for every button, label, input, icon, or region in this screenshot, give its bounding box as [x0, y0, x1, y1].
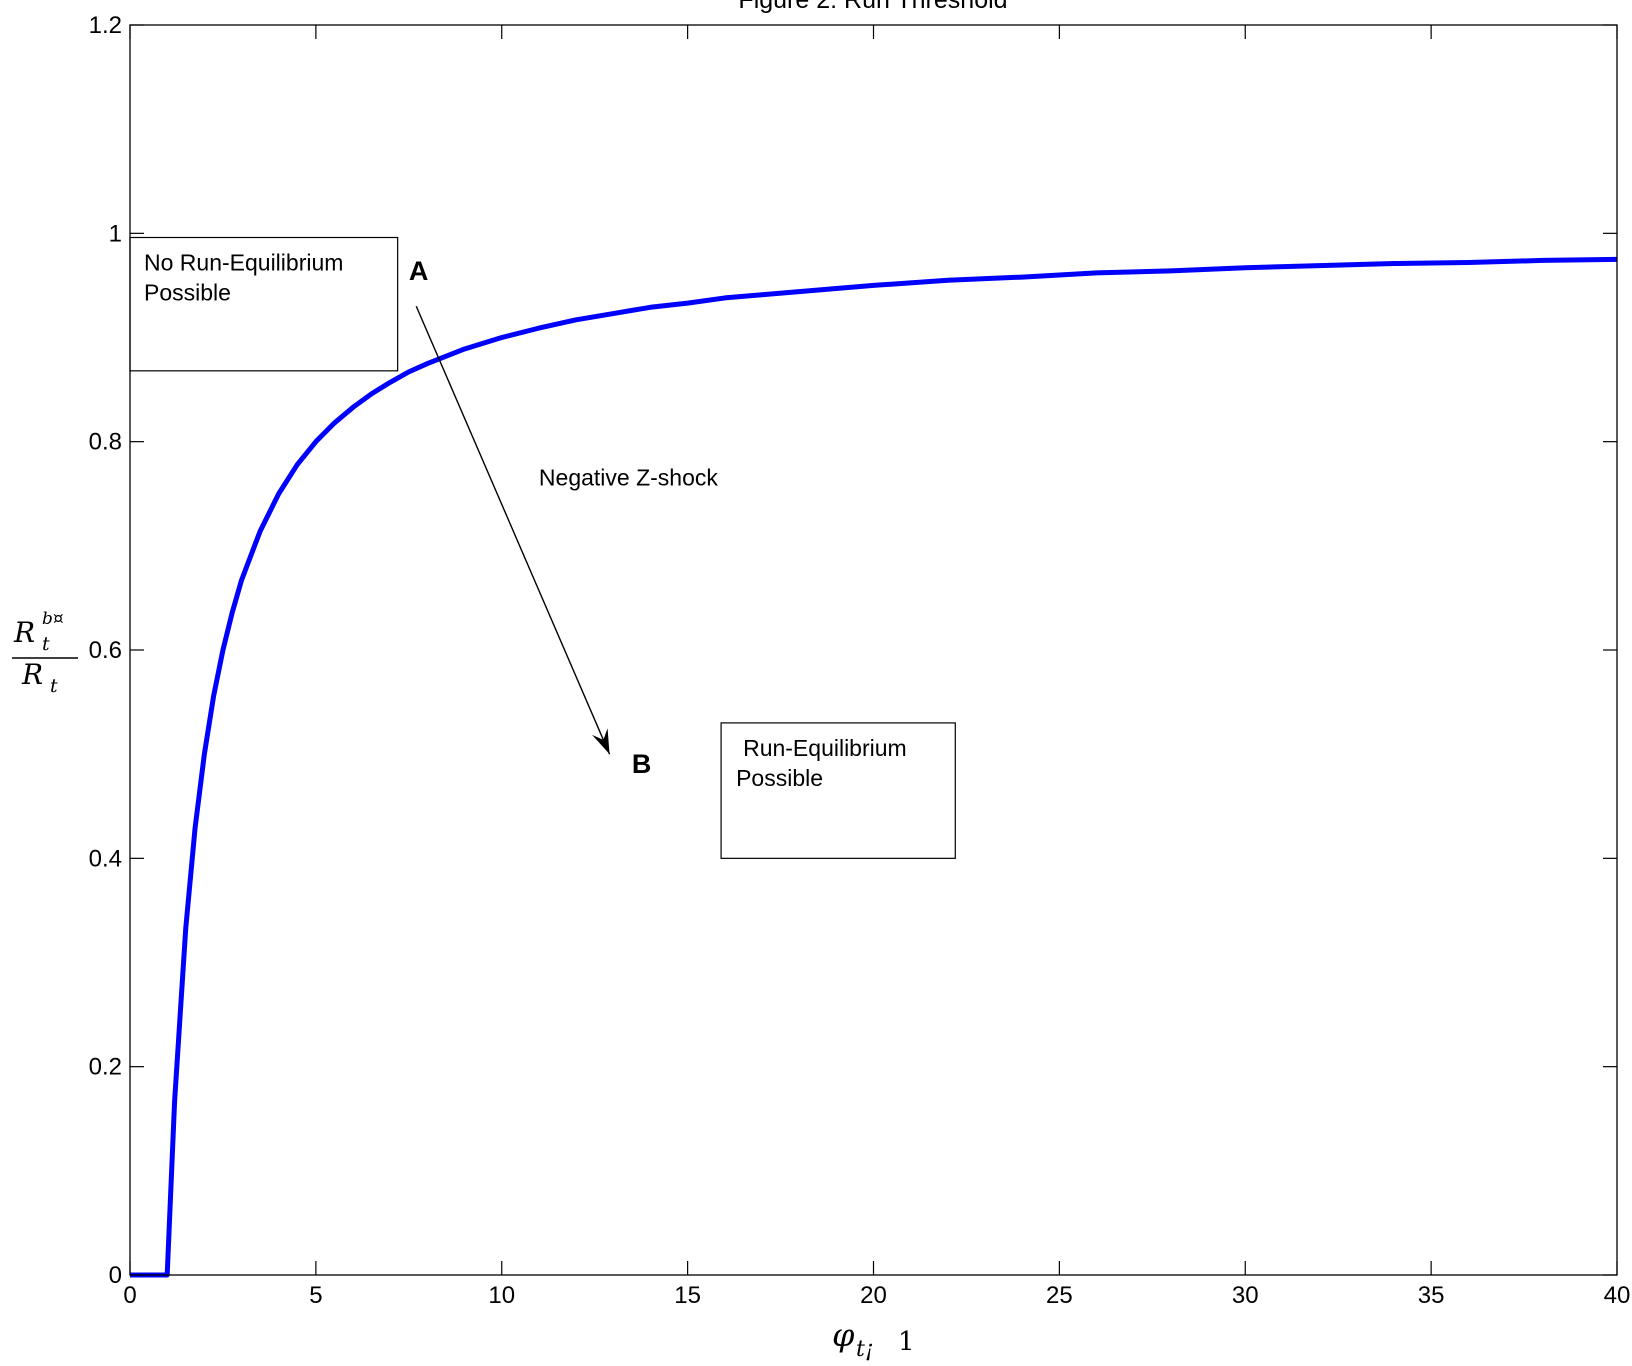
y-label-numerator-sub: t	[42, 633, 50, 655]
x-tick-label-8: 40	[1604, 1282, 1631, 1309]
x-tick-label-1: 5	[309, 1282, 322, 1309]
plot-area	[130, 256, 1618, 1278]
x-tick-label-0: 0	[123, 1282, 136, 1309]
arrow-head	[592, 728, 610, 755]
box-no-run-line2: Possible	[144, 280, 231, 306]
x-tick-label-4: 20	[860, 1282, 887, 1309]
x-tick-label-6: 30	[1232, 1282, 1259, 1309]
point-label-b: B	[632, 749, 652, 779]
chart-title: Figure 2: Run Threshold	[738, 0, 1007, 14]
annotations: No Run-Equilibrium Possible Run-Equilibriu…	[129, 236, 956, 859]
series-line-0	[130, 256, 1618, 1278]
box-no-run-line1: No Run-Equilibrium	[144, 250, 343, 276]
x-label-symbol: φ	[832, 1316, 855, 1354]
y-tick-label-4: 0.8	[89, 429, 122, 456]
y-tick-label-0: 0	[109, 1262, 122, 1289]
x-label-suffix: 1	[898, 1327, 915, 1357]
box-run-frame	[720, 722, 956, 859]
y-tick-label-5: 1	[109, 220, 122, 247]
y-label-denominator: R	[21, 658, 43, 691]
x-tick-label-2: 10	[488, 1282, 515, 1309]
y-label-denominator-sub: t	[50, 675, 58, 697]
point-label-a: A	[409, 256, 429, 286]
y-label-numerator: R	[13, 616, 35, 649]
x-tick-label-7: 35	[1418, 1282, 1445, 1309]
y-tick-label-6: 1.2	[89, 12, 122, 39]
x-label-subscript: t¡	[856, 1337, 874, 1362]
x-tick-label-5: 25	[1046, 1282, 1073, 1309]
x-tick-label-3: 15	[674, 1282, 701, 1309]
x-axis-label: φ t¡ 1	[832, 1316, 915, 1362]
box-run-line2: Possible	[736, 765, 823, 791]
y-tick-label-1: 0.2	[89, 1054, 122, 1081]
arrow-label: Negative Z-shock	[539, 464, 718, 490]
y-tick-label-2: 0.4	[89, 845, 122, 872]
y-axis-label: R t b¤ R t	[12, 609, 78, 697]
box-run-line1: Run-Equilibrium	[743, 735, 907, 761]
axes: 0 5 10 15 20 25 30 35 40 0 0.2 0.4 0.6 0.8 1 1.2	[89, 12, 1631, 1309]
y-label-numerator-sup: b¤	[42, 609, 64, 629]
y-tick-label-3: 0.6	[89, 637, 122, 664]
arrow-line	[415, 305, 611, 755]
